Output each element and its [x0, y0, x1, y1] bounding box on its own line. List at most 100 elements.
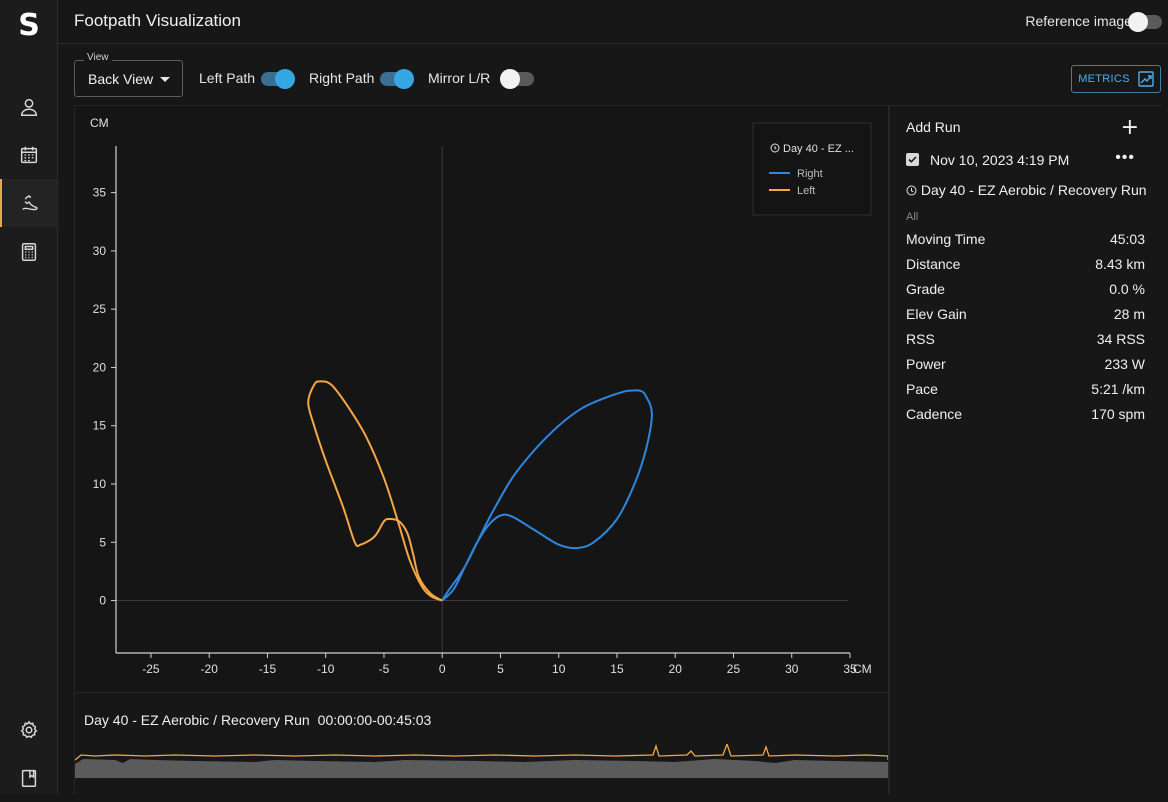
metric-value: 34 RSS [1096, 331, 1145, 347]
legend-label-right: Right [797, 168, 823, 180]
metric-value: 8.43 km [1095, 256, 1145, 272]
view-select-legend: View [84, 52, 112, 63]
timeline-run-name: Day 40 - EZ Aerobic / Recovery Run [84, 712, 310, 728]
left-path-label: Left Path [199, 70, 256, 86]
user-icon [20, 98, 37, 116]
mirror-label: Mirror L/R [428, 70, 491, 86]
clock-icon [770, 143, 780, 153]
view-select-value: Back View [88, 71, 154, 87]
footpath-chart[interactable]: -25 -20 -15 -10 -5 0 5 10 15 20 25 30 35 0 5 10 15 20 25 30… [75, 106, 890, 694]
calendar-icon [20, 146, 37, 164]
y-tick-label: 0 [99, 594, 106, 608]
y-axis-label: CM [90, 116, 109, 130]
metric-row: Elev Gain 28 m [906, 306, 1145, 326]
metric-label: RSS [906, 331, 935, 347]
run-details-panel: Add Run + Nov 10, 2023 4:19 PM ••• Day 4… [889, 105, 1161, 794]
right-path-label: Right Path [309, 70, 375, 86]
more-options-icon[interactable]: ••• [1115, 149, 1135, 166]
x-axis-label: CM [853, 662, 872, 676]
view-select[interactable]: View Back View [74, 52, 183, 97]
metric-row: Grade 0.0 % [906, 281, 1145, 301]
metric-label: Pace [906, 381, 938, 397]
page-title: Footpath Visualization [74, 11, 241, 30]
metric-label: Moving Time [906, 231, 986, 247]
timeline-panel: Day 40 - EZ Aerobic / Recovery Run 00:00:… [74, 693, 889, 794]
footpath-chart-panel: -25 -20 -15 -10 -5 0 5 10 15 20 25 30 35 0 5 10 15 20 25 30… [74, 105, 889, 693]
view-controls: View Back View Left Path Right Path Mirr… [58, 44, 1168, 106]
metric-value: 0.0 % [1109, 281, 1145, 297]
x-tick-label: -15 [259, 662, 277, 676]
metric-label: Grade [906, 281, 945, 297]
metric-label: Power [906, 356, 946, 372]
x-tick-label: 20 [669, 662, 683, 676]
y-tick-label: 5 [99, 535, 106, 549]
y-tick-label: 30 [93, 244, 107, 258]
metric-row: Pace 5:21 /km [906, 381, 1145, 401]
left-path-toggle[interactable] [261, 69, 295, 89]
metric-label: Distance [906, 256, 961, 272]
run-checkbox[interactable] [906, 153, 919, 166]
x-tick-label: -5 [379, 662, 390, 676]
y-tick-label: 25 [93, 302, 107, 316]
filter-label: All [906, 211, 919, 223]
right-path-toggle[interactable] [380, 69, 414, 89]
sidebar-item-help[interactable] [0, 754, 57, 802]
top-bar: Footpath Visualization Reference image [58, 0, 1168, 44]
x-tick-label: -10 [317, 662, 335, 676]
timeline-header: Day 40 - EZ Aerobic / Recovery Run 00:00:… [84, 712, 431, 728]
metric-label: Elev Gain [906, 306, 967, 322]
sidebar-item-calendar[interactable] [0, 131, 57, 179]
x-tick-label: -25 [142, 662, 160, 676]
metric-row: Moving Time 45:03 [906, 231, 1145, 251]
elevation-area [75, 759, 888, 778]
power-line [75, 744, 888, 761]
y-tick-label: 20 [93, 360, 107, 374]
mirror-toggle[interactable] [500, 69, 534, 89]
metric-row: Power 233 W [906, 356, 1145, 376]
footpath-icon [21, 195, 38, 211]
y-tick-label: 10 [93, 477, 107, 491]
chart-icon [1138, 71, 1154, 87]
sidebar: S [0, 0, 58, 794]
metric-value: 5:21 /km [1091, 381, 1145, 397]
legend-box [752, 122, 872, 216]
reference-image-label: Reference image [1025, 13, 1132, 29]
x-tick-label: 10 [552, 662, 566, 676]
sidebar-item-profile[interactable] [0, 83, 57, 131]
sidebar-item-footpath[interactable] [0, 179, 57, 227]
y-tick-label: 15 [93, 419, 107, 433]
metrics-button[interactable]: METRICS [1071, 65, 1161, 93]
metric-row: Cadence 170 spm [906, 406, 1145, 426]
x-tick-label: -20 [201, 662, 219, 676]
sidebar-item-calculator[interactable] [0, 228, 57, 276]
caret-down-icon [160, 77, 170, 82]
metric-row: RSS 34 RSS [906, 331, 1145, 351]
x-tick-label: 15 [610, 662, 624, 676]
legend-title: Day 40 - EZ ... [783, 143, 854, 155]
metrics-button-label: METRICS [1078, 73, 1130, 85]
reference-image-toggle[interactable] [1128, 12, 1162, 32]
y-tick-label: 35 [93, 186, 107, 200]
timeline-sparkline[interactable] [75, 744, 888, 794]
series-right-path [441, 389, 653, 602]
clock-icon [906, 185, 917, 196]
sidebar-item-settings[interactable] [0, 706, 57, 754]
settings-icon [20, 720, 37, 739]
calculator-icon [21, 243, 36, 261]
metric-value: 170 spm [1091, 406, 1145, 422]
x-tick-label: 35 [843, 662, 857, 676]
clock-icon-hands [774, 146, 777, 150]
add-run-label: Add Run [906, 119, 961, 135]
x-tick-label: 0 [439, 662, 446, 676]
app-logo[interactable]: S [18, 8, 40, 43]
timeline-time-range: 00:00:00-00:45:03 [317, 712, 432, 728]
x-tick-label: 5 [497, 662, 504, 676]
x-tick-label: 25 [727, 662, 741, 676]
x-tick-label: 30 [785, 662, 799, 676]
book-icon [21, 769, 36, 787]
series-left-path [307, 380, 443, 602]
metric-value: 45:03 [1109, 231, 1145, 247]
metric-label: Cadence [906, 406, 963, 422]
run-name: Day 40 - EZ Aerobic / Recovery Run [920, 182, 1147, 198]
add-run-button[interactable]: + [1120, 115, 1139, 140]
